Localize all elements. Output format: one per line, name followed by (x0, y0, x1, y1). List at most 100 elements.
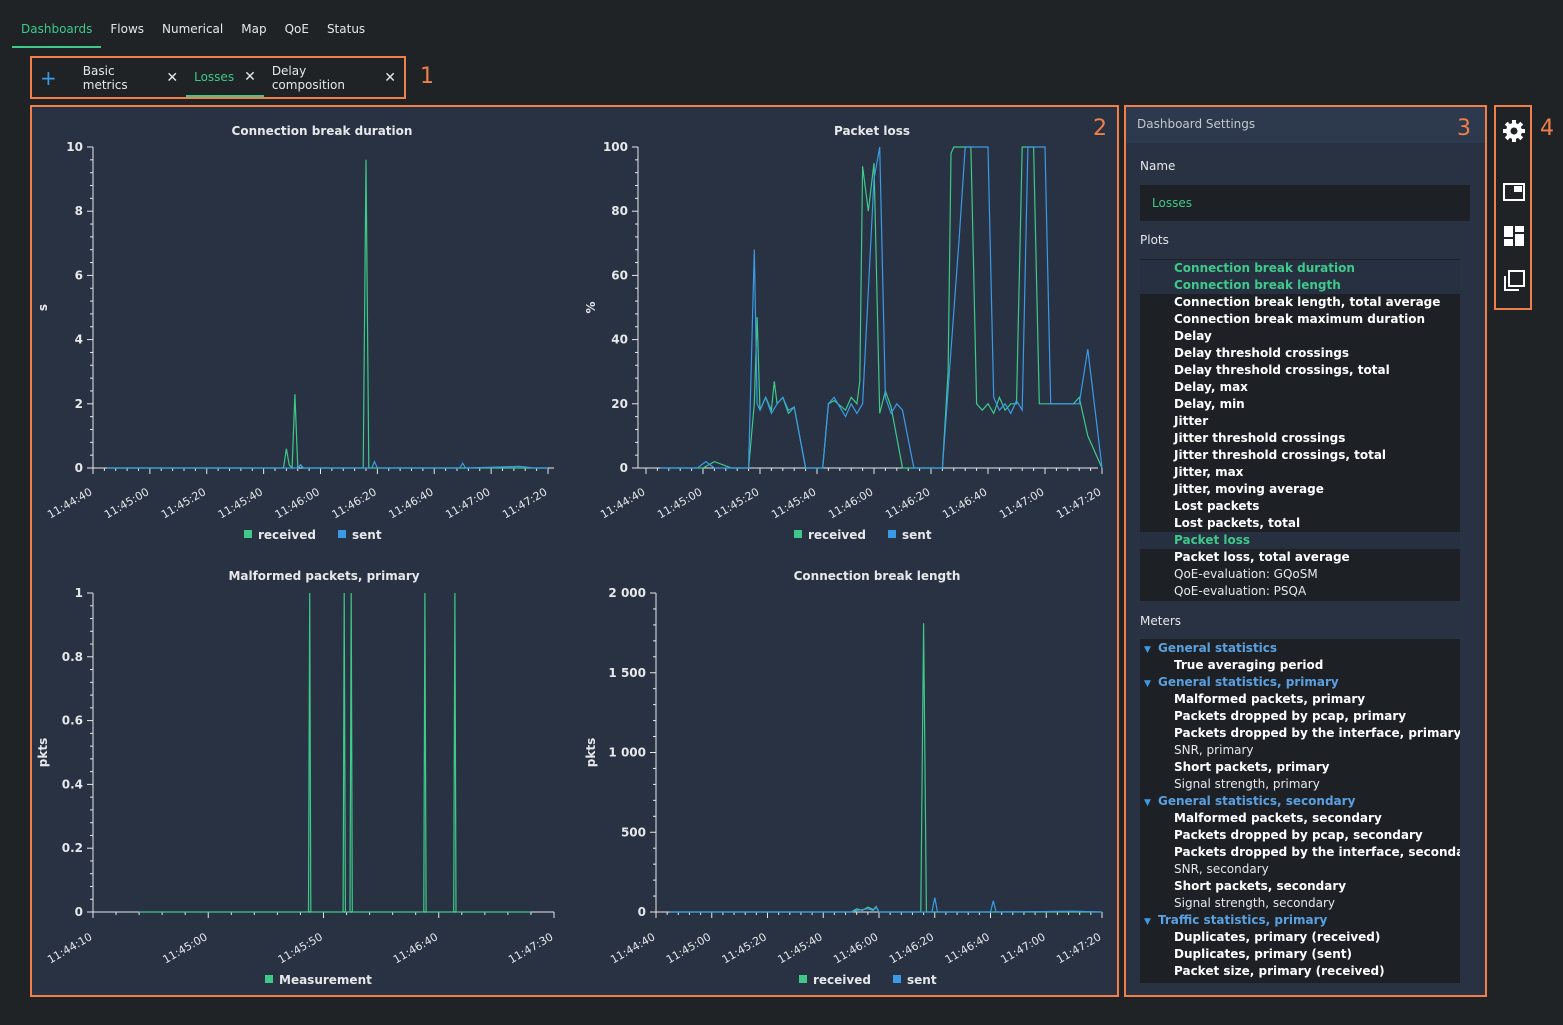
meter-list-item[interactable]: Malformed packets, secondary (1174, 811, 1382, 825)
series-line-sent (660, 146, 1103, 469)
dashboard-tab[interactable]: Delay composition ✕ (264, 59, 404, 97)
plot-list-item[interactable]: Lost packets, total (1174, 516, 1301, 530)
plot-list-item[interactable]: Packet loss (1140, 532, 1460, 549)
meter-group[interactable]: ▼ General statistics, primary (1140, 674, 1460, 691)
x-tick-label: 11:47:00 (443, 485, 492, 521)
nav-tab-numerical[interactable]: Numerical (162, 22, 224, 36)
meters-list[interactable]: ▼ General statistics True averaging period… (1140, 639, 1460, 983)
plot-list-item[interactable]: Delay, max (1174, 380, 1248, 394)
plot-list-item[interactable]: Jitter, moving average (1174, 482, 1324, 496)
plot-list-item[interactable]: Delay, min (1174, 397, 1245, 411)
plot-list-item[interactable]: Delay threshold crossings (1174, 346, 1350, 360)
meter-list-item[interactable]: Short packets, primary (1174, 760, 1330, 774)
y-axis-label: s (36, 304, 50, 311)
legend-swatch (794, 530, 802, 538)
meter-list-item[interactable]: Packets dropped by pcap, secondary (1174, 828, 1423, 842)
y-tick-label: 10 (66, 140, 83, 154)
plot-list-item[interactable]: QoE-evaluation: PSQA (1174, 584, 1307, 598)
right-toolbar (1494, 105, 1532, 310)
meter-group[interactable]: ▼ General statistics (1140, 640, 1460, 657)
legend-swatch (265, 975, 273, 983)
expand-triangle-icon[interactable]: ▼ (1144, 645, 1151, 655)
meter-list-item[interactable]: Packets dropped by pcap, primary (1174, 709, 1407, 723)
nav-tab-flows[interactable]: Flows (110, 22, 145, 36)
x-tick-label: 11:45:00 (664, 930, 713, 966)
series-line-sent (669, 897, 1103, 913)
x-tick-label: 11:47:20 (500, 485, 549, 521)
close-tab-icon[interactable]: ✕ (166, 69, 179, 86)
dashboard-settings-panel: Dashboard Settings Name Losses Plots Con… (1124, 105, 1487, 997)
meter-list-item[interactable]: Malformed packets, primary (1174, 692, 1366, 706)
dashboard-tab-label: Losses (194, 69, 235, 84)
meter-group[interactable]: ▼ Traffic statistics, primary (1140, 912, 1460, 929)
plots-label: Plots (1140, 233, 1169, 247)
x-tick-label: 11:45:50 (276, 930, 325, 966)
meter-list-item[interactable]: Packets dropped by the interface, primar… (1174, 726, 1460, 740)
meter-list-item[interactable]: SNR, secondary (1174, 862, 1269, 876)
expand-triangle-icon[interactable]: ▼ (1144, 798, 1151, 808)
expand-triangle-icon[interactable]: ▼ (1144, 917, 1151, 927)
meter-group-label: General statistics, primary (1158, 675, 1339, 689)
nav-tab-qoe[interactable]: QoE (284, 22, 309, 36)
y-tick-label: 0 (75, 905, 83, 919)
plots-list[interactable]: Connection break duration Connection brea… (1140, 259, 1460, 601)
plot-list-item[interactable]: Delay threshold crossings, total (1174, 363, 1390, 377)
plot-list-item[interactable]: Connection break duration (1140, 260, 1460, 277)
meters-label: Meters (1140, 614, 1182, 628)
x-tick-label: 11:47:00 (997, 485, 1046, 521)
legend-swatch (888, 530, 896, 538)
chart-title: Connection break duration (232, 124, 413, 138)
dashboard-layout-icon[interactable] (1502, 224, 1526, 248)
x-tick-label: 11:47:20 (1054, 485, 1103, 521)
dashboard-name-input[interactable]: Losses (1140, 185, 1470, 221)
x-tick-label: 11:44:40 (45, 485, 94, 521)
nav-tab-status[interactable]: Status (326, 22, 366, 36)
plot-list-item[interactable]: Lost packets (1174, 499, 1260, 513)
x-tick-label: 11:46:40 (391, 930, 440, 966)
plot-list-item[interactable]: Packet loss, total average (1174, 550, 1350, 564)
close-tab-icon[interactable]: ✕ (244, 68, 256, 85)
copy-window-icon[interactable] (1502, 269, 1526, 293)
meter-group[interactable]: ▼ General statistics, secondary (1140, 793, 1460, 810)
meter-list-item[interactable]: Duplicates, primary (sent) (1174, 947, 1352, 961)
meter-list-item[interactable]: True averaging period (1174, 658, 1324, 672)
meter-list-item[interactable]: Duplicates, primary (received) (1174, 930, 1381, 944)
y-tick-label: 1 (75, 586, 83, 600)
plot-list-item[interactable]: Connection break length (1140, 277, 1460, 294)
window-icon[interactable] (1502, 180, 1526, 204)
nav-tab-map[interactable]: Map (241, 22, 267, 36)
meter-list-item[interactable]: Signal strength, primary (1174, 777, 1320, 791)
meter-list-item[interactable]: Short packets, secondary (1174, 879, 1347, 893)
plot-list-item[interactable]: Jitter threshold crossings (1174, 431, 1346, 445)
nav-tab-dashboards[interactable]: Dashboards (12, 14, 102, 48)
plot-list-item[interactable]: Jitter, max (1174, 465, 1244, 479)
plot-list-item[interactable]: Jitter (1174, 414, 1209, 428)
plot-list-item[interactable]: QoE-evaluation: GQoSM (1174, 567, 1318, 581)
meter-list-item[interactable]: SNR, primary (1174, 743, 1254, 757)
dashboard-tab[interactable]: Losses ✕ (186, 59, 264, 97)
gear-icon[interactable] (1502, 119, 1526, 143)
legend-label: sent (907, 973, 937, 987)
meter-list-item[interactable]: Signal strength, secondary (1174, 896, 1336, 910)
expand-triangle-icon[interactable]: ▼ (1144, 679, 1151, 689)
x-tick-label: 11:46:00 (831, 930, 880, 966)
x-tick-label: 11:46:40 (386, 485, 435, 521)
plot-list-item[interactable]: Connection break maximum duration (1174, 312, 1426, 326)
meter-group-label: General statistics (1158, 641, 1278, 655)
meter-list-item[interactable]: Packet size, primary (received) (1174, 964, 1385, 978)
y-tick-label: 40 (611, 333, 628, 347)
legend-label: sent (902, 528, 932, 542)
x-tick-label: 11:46:00 (273, 485, 322, 521)
legend-label: received (258, 528, 316, 542)
dashboard-tab[interactable]: Basic metrics ✕ (75, 59, 186, 97)
meter-list-item[interactable]: Packets dropped by the interface, second… (1174, 845, 1460, 859)
plot-list-item[interactable]: Jitter threshold crossings, total (1174, 448, 1387, 462)
close-tab-icon[interactable]: ✕ (384, 69, 396, 86)
plots-canvas: Connection break duration0246810s11:44:4… (36, 124, 1104, 987)
y-tick-label: 4 (75, 333, 83, 347)
y-tick-label: 2 000 (608, 586, 646, 600)
main-nav: Dashboards Flows Numerical Map QoE Status (12, 14, 374, 48)
plot-list-item[interactable]: Connection break length, total average (1174, 295, 1441, 309)
plot-list-item[interactable]: Delay (1174, 329, 1212, 343)
add-tab-icon[interactable]: + (40, 65, 57, 90)
